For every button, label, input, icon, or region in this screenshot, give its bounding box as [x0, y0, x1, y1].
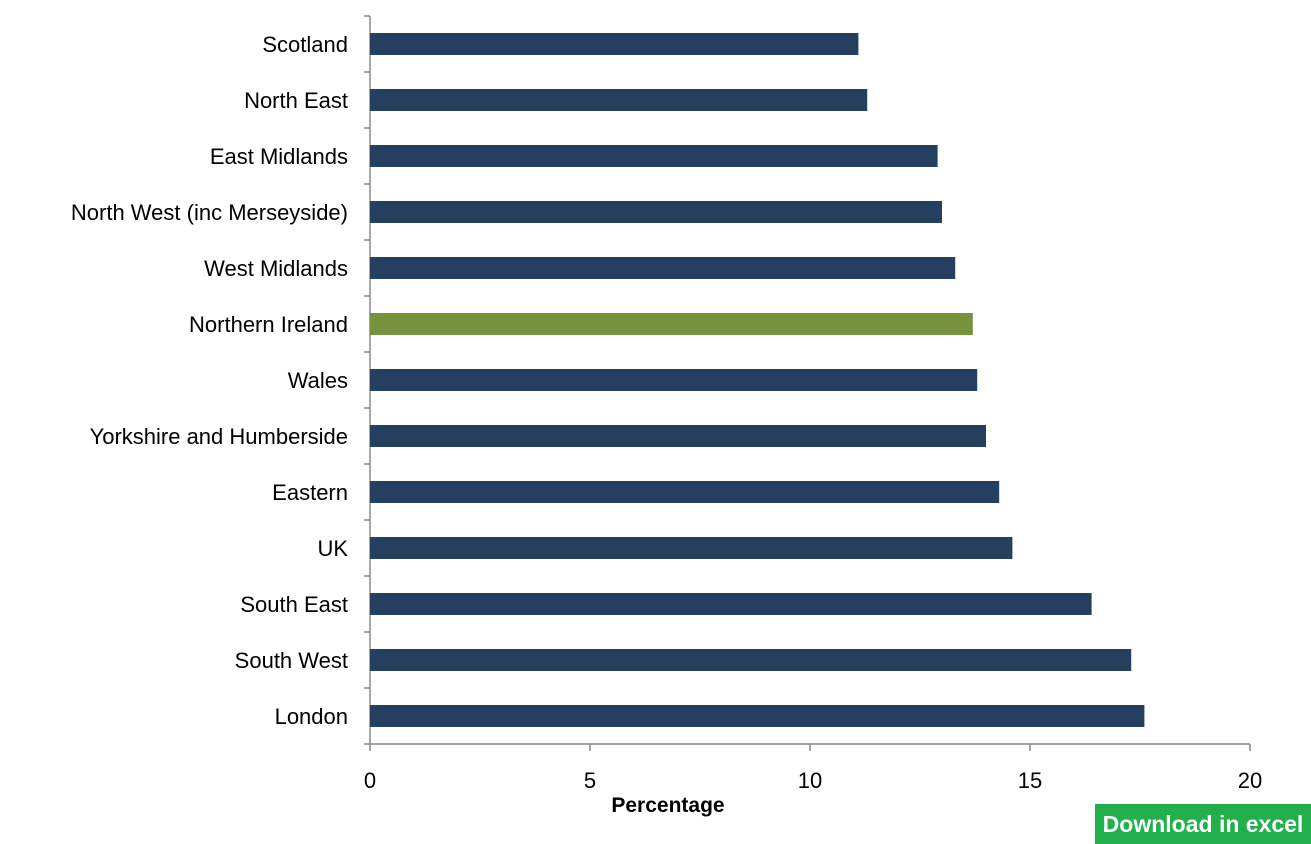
bar-wales — [370, 369, 978, 391]
category-label: North East — [244, 88, 348, 113]
x-axis-title: Percentage — [611, 794, 724, 817]
x-tick-label: 5 — [584, 768, 596, 793]
category-label: East Midlands — [210, 144, 348, 169]
x-tick-label: 20 — [1238, 768, 1262, 793]
bar-northern-ireland — [370, 313, 973, 335]
category-label: London — [275, 704, 348, 729]
bar-scotland — [370, 33, 859, 55]
category-label: North West (inc Merseyside) — [71, 200, 348, 225]
bar-london — [370, 705, 1145, 727]
x-tick-label: 10 — [798, 768, 822, 793]
category-label: UK — [317, 536, 348, 561]
bar-west-midlands — [370, 257, 956, 279]
download-excel-button[interactable]: Download in excel — [1095, 804, 1311, 844]
x-tick-label: 15 — [1018, 768, 1042, 793]
category-label: West Midlands — [204, 256, 348, 281]
category-label: Northern Ireland — [189, 312, 348, 337]
category-label: South West — [235, 648, 348, 673]
bar-south-west — [370, 649, 1132, 671]
bar-south-east — [370, 593, 1092, 615]
x-tick-label: 0 — [364, 768, 376, 793]
category-label: South East — [240, 592, 348, 617]
bar-north-east — [370, 89, 868, 111]
bar-eastern — [370, 481, 1000, 503]
category-label: Scotland — [262, 32, 348, 57]
category-label: Eastern — [272, 480, 348, 505]
category-label: Yorkshire and Humberside — [90, 424, 348, 449]
category-label: Wales — [288, 368, 348, 393]
bar-uk — [370, 537, 1013, 559]
bar-east-midlands — [370, 145, 938, 167]
bar-yorkshire-and-humberside — [370, 425, 986, 447]
bar-north-west-inc-merseyside — [370, 201, 942, 223]
